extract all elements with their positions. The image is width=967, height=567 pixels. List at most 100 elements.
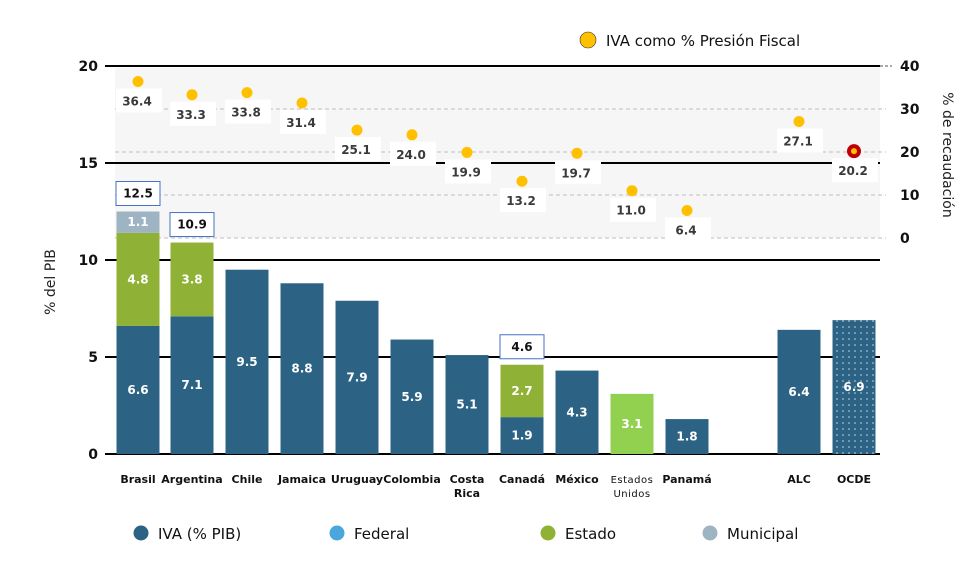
bar-iva-label: 6.4 — [788, 385, 809, 399]
bar-iva-label: 6.9 — [843, 380, 864, 394]
bar-iva-label: 6.6 — [127, 383, 148, 397]
legend-marker-icon — [329, 525, 345, 541]
point-label-box — [335, 137, 381, 162]
legend-marker-icon — [540, 525, 556, 541]
bar-iva — [390, 339, 434, 454]
bar-iva — [500, 417, 544, 454]
y-tick-label: 5 — [88, 350, 98, 366]
point-label: 19.7 — [561, 166, 591, 180]
point-label: 33.3 — [176, 108, 206, 122]
point-label-box — [665, 217, 711, 242]
point-label: 33.8 — [231, 106, 261, 120]
category-label: Panamá — [662, 473, 711, 486]
bar-iva — [170, 316, 214, 454]
point — [516, 175, 528, 187]
bar-iva-label: 1.9 — [511, 429, 532, 443]
bar-municipal — [116, 211, 160, 233]
point — [241, 87, 253, 99]
bars: 6.6 4.8 1.1 12.5 7.1 3.8 10.9 9.5 8.8 7.9 5.9 5.1 1.… — [115, 181, 876, 454]
bar-iva — [280, 283, 324, 454]
bar-iva — [116, 325, 160, 454]
legend-label: IVA (% PIB) — [158, 525, 241, 543]
point — [571, 147, 583, 159]
y2-tick-label: 20 — [900, 145, 920, 161]
category-label: Estados — [611, 475, 654, 486]
point-label: 25.1 — [341, 143, 371, 157]
bar-iva-label: 5.9 — [401, 390, 422, 404]
bar-iva — [665, 419, 709, 454]
secondary-plot-band — [115, 68, 880, 238]
legend-label: Municipal — [727, 525, 798, 543]
bar-iva — [335, 300, 379, 454]
y-tick-label: 20 — [79, 59, 99, 75]
bar-municipal-label: 1.1 — [127, 215, 148, 229]
point-label: 31.4 — [286, 116, 316, 130]
legend-label: Estado — [565, 525, 616, 543]
point-label: 20.2 — [838, 164, 868, 178]
point — [186, 89, 198, 101]
category-label: Jamaica — [277, 473, 326, 486]
total-label: 4.6 — [511, 340, 532, 354]
y2-axis-title: % de recaudación — [939, 92, 955, 217]
point — [626, 185, 638, 197]
bar-estado-label: 2.7 — [511, 384, 532, 398]
category-labels: Brasil Argentina Chile Jamaica Uruguay Colomb… — [120, 473, 871, 500]
category-label: Canadá — [499, 473, 545, 486]
bar-iva-label: 8.8 — [291, 362, 312, 376]
bar-estado-label: 3.8 — [181, 272, 202, 286]
bar-iva-label: 1.8 — [676, 430, 697, 444]
bar-estado — [116, 232, 160, 326]
point-label: 24.0 — [396, 148, 426, 162]
point — [681, 204, 693, 216]
secondary-legend-marker-icon — [579, 31, 597, 49]
total-label: 10.9 — [177, 218, 207, 232]
point-label: 27.1 — [783, 134, 813, 148]
category-label: Uruguay — [331, 473, 383, 486]
point — [851, 148, 857, 155]
point-label-box — [500, 188, 546, 213]
point-label: 13.2 — [506, 194, 536, 208]
bar-iva-label: 4.3 — [566, 405, 587, 419]
point-label-box — [832, 158, 878, 183]
bar-estado — [170, 242, 214, 317]
category-label: Costa — [450, 473, 485, 486]
point — [406, 129, 418, 141]
category-label: OCDE — [837, 473, 871, 486]
point — [351, 124, 363, 136]
category-label: Chile — [232, 473, 263, 486]
total-box — [169, 212, 215, 238]
legend-marker-icon — [702, 525, 718, 541]
total-box — [115, 181, 161, 206]
bar-iva — [832, 320, 876, 454]
category-label: ALC — [787, 473, 811, 486]
total-label: 12.5 — [123, 187, 153, 201]
y-tick-label: 15 — [79, 156, 98, 172]
secondary-legend-label: IVA como % Presión Fiscal — [606, 32, 800, 50]
secondary-legend: IVA como % Presión Fiscal — [579, 31, 800, 50]
y2-tick-label: 0 — [900, 231, 910, 247]
category-label: Brasil — [120, 473, 155, 486]
y2-tick-label: 10 — [900, 188, 920, 204]
point-label-box — [555, 160, 601, 185]
point-label: 19.9 — [451, 165, 481, 179]
bar-iva — [445, 355, 489, 454]
legend-marker-icon — [133, 525, 149, 541]
bar-iva — [225, 269, 269, 454]
point — [793, 115, 805, 127]
point-label-box — [445, 159, 491, 184]
y2-tick-label: 40 — [900, 59, 920, 75]
point-label: 6.4 — [675, 223, 696, 237]
category-label: Argentina — [161, 473, 222, 486]
point-label-box — [610, 197, 656, 222]
point-label-box — [777, 128, 823, 153]
bar-estado-label: 4.8 — [127, 272, 148, 286]
point-label-box — [280, 109, 326, 134]
y-axis-title: % del PIB — [43, 249, 59, 315]
category-label: México — [555, 473, 599, 486]
bar-estado-label: 3.1 — [621, 417, 642, 431]
point-label: 11.0 — [616, 204, 646, 218]
bar-iva — [555, 370, 599, 454]
y-tick-label: 10 — [79, 253, 99, 269]
bar-iva-label: 7.1 — [181, 378, 202, 392]
